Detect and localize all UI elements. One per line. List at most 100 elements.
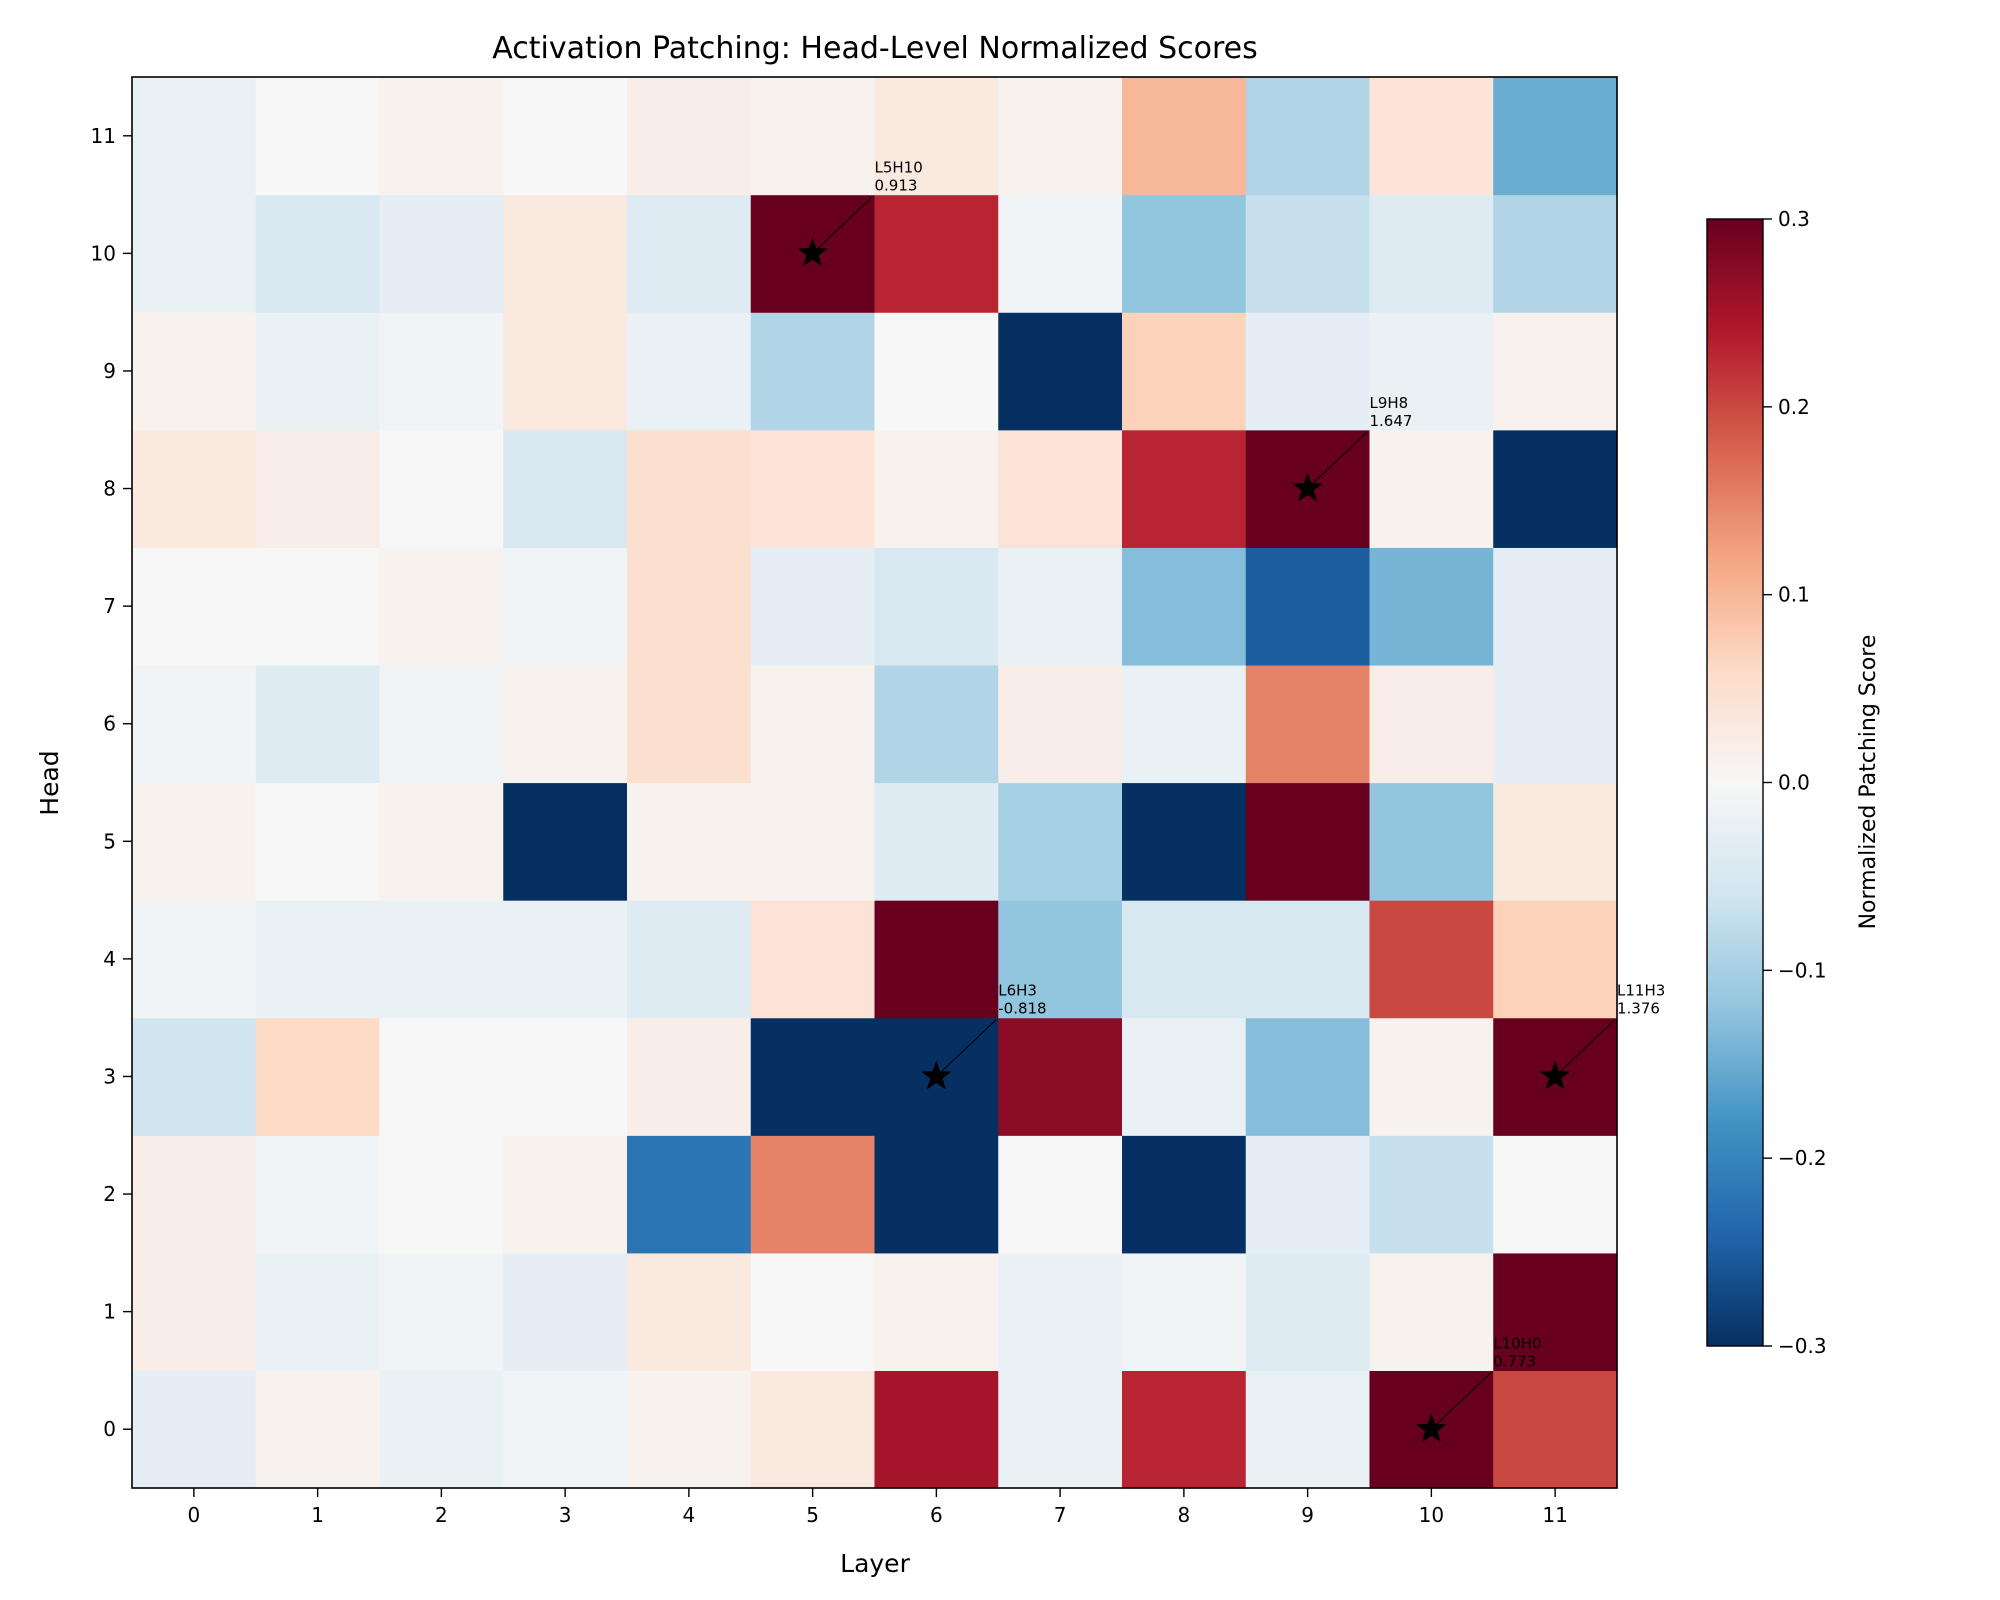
annotation-leader bbox=[1554, 1019, 1616, 1077]
colorbar-gradient bbox=[1706, 218, 1764, 1347]
heatmap-cell bbox=[255, 782, 381, 901]
heatmap-cell bbox=[379, 664, 504, 784]
heatmap-cell bbox=[1122, 900, 1247, 1019]
heatmap-cell bbox=[627, 429, 752, 548]
heatmap-cell bbox=[627, 1252, 752, 1372]
heatmap-cell bbox=[379, 1370, 504, 1489]
heatmap-cell bbox=[1493, 900, 1618, 1019]
heatmap-cell bbox=[1493, 194, 1618, 313]
heatmap-cell bbox=[1122, 77, 1247, 196]
heatmap-cell bbox=[379, 429, 504, 548]
y-tick-label: 4 bbox=[103, 947, 116, 971]
heatmap-cell bbox=[255, 547, 381, 666]
heatmap-cell bbox=[1369, 194, 1494, 313]
heatmap-cell bbox=[1369, 1017, 1494, 1136]
heatmap-cell bbox=[1369, 312, 1494, 431]
heatmap-cell bbox=[998, 429, 1123, 548]
y-tick-label: 1 bbox=[103, 1300, 116, 1324]
plot-frame bbox=[131, 76, 1618, 1489]
x-tick-label: 2 bbox=[435, 1503, 448, 1527]
heatmap-cell bbox=[750, 664, 876, 784]
x-tick-label: 0 bbox=[188, 1503, 201, 1527]
heatmap-cell bbox=[627, 1135, 752, 1254]
heatmap-cell bbox=[255, 664, 381, 784]
star-marker bbox=[921, 1060, 952, 1090]
heatmap-cell bbox=[1493, 1252, 1618, 1372]
heatmap-cell bbox=[255, 312, 381, 431]
heatmap-cell bbox=[1493, 1135, 1618, 1254]
heatmap-cell bbox=[503, 1135, 628, 1254]
x-axis: 0 1 2 3 4 5 6 7 8 9 10 11 bbox=[188, 1488, 1568, 1527]
heatmap-cell bbox=[255, 1252, 381, 1372]
heatmap-cell bbox=[379, 1135, 504, 1254]
heatmap-cell bbox=[132, 194, 257, 313]
heatmap-cell bbox=[627, 900, 752, 1019]
heatmap-cell bbox=[255, 194, 381, 313]
colorbar-tick-label: 0.0 bbox=[1778, 771, 1810, 795]
heatmap-cell bbox=[627, 312, 752, 431]
heatmap-cell bbox=[379, 1017, 504, 1136]
annotation-label: L10H0 0.773 bbox=[1493, 1334, 1541, 1370]
heatmap-cell bbox=[1493, 664, 1618, 784]
heatmap-cell bbox=[132, 429, 257, 548]
heatmap-cell bbox=[379, 782, 504, 901]
colorbar-tick-label: −0.3 bbox=[1778, 1334, 1827, 1358]
heatmap-cell bbox=[1369, 547, 1494, 666]
heatmap-cell bbox=[874, 312, 999, 431]
heatmap-cell bbox=[1493, 429, 1618, 548]
x-tick-label: 6 bbox=[930, 1503, 943, 1527]
heatmap-cell bbox=[255, 1017, 381, 1136]
heatmap-cell bbox=[1122, 664, 1247, 784]
heatmap-cell bbox=[1245, 782, 1371, 901]
heatmap-cell bbox=[750, 1252, 876, 1372]
heatmap-cell bbox=[132, 782, 257, 901]
heatmap-cell bbox=[132, 547, 257, 666]
y-axis-title: Head bbox=[35, 750, 64, 815]
x-tick-label: 7 bbox=[1054, 1503, 1067, 1527]
heatmap-cell bbox=[750, 1135, 876, 1254]
heatmap-cell bbox=[503, 900, 628, 1019]
x-tick-label: 4 bbox=[683, 1503, 696, 1527]
colorbar-tick-label: −0.2 bbox=[1778, 1146, 1827, 1170]
heatmap-cell bbox=[503, 1370, 628, 1489]
colorbar-tick-label: −0.1 bbox=[1778, 958, 1827, 982]
heatmap-cell bbox=[1122, 1370, 1247, 1489]
heatmap-cell bbox=[503, 194, 628, 313]
y-tick-label: 6 bbox=[103, 712, 116, 736]
y-tick-label: 10 bbox=[91, 241, 116, 265]
heatmap-cell bbox=[1122, 1017, 1247, 1136]
heatmap-cell bbox=[1245, 664, 1371, 784]
x-tick-label: 3 bbox=[559, 1503, 572, 1527]
heatmap-cell bbox=[1245, 1370, 1371, 1489]
heatmap-cell bbox=[503, 782, 628, 901]
heatmap-cell bbox=[627, 1017, 752, 1136]
annotation-leader bbox=[1307, 431, 1368, 489]
y-tick-label: 7 bbox=[103, 594, 116, 618]
heatmap-cell bbox=[998, 312, 1123, 431]
heatmap-cell bbox=[1493, 547, 1618, 666]
heatmap-cell bbox=[1122, 194, 1247, 313]
heatmap-cell bbox=[503, 1017, 628, 1136]
annotation-label: L5H10 0.913 bbox=[875, 159, 923, 195]
annotation-label: L6H3 -0.818 bbox=[998, 982, 1046, 1018]
heatmap-cell bbox=[750, 1017, 876, 1136]
y-axis: 0 1 2 3 4 5 6 7 8 9 10 11 bbox=[91, 124, 132, 1441]
heatmap-cell bbox=[1122, 312, 1247, 431]
heatmap-cell bbox=[1369, 1135, 1494, 1254]
heatmap-cell bbox=[998, 77, 1123, 196]
heatmap-cell bbox=[998, 547, 1123, 666]
heatmap-cell bbox=[874, 1135, 999, 1254]
heatmap-cell bbox=[1122, 547, 1247, 666]
heatmap-cell bbox=[255, 1370, 381, 1489]
heatmap-cell bbox=[998, 1135, 1123, 1254]
heatmap-cell bbox=[1245, 1252, 1371, 1372]
heatmap-cell bbox=[379, 77, 504, 196]
heatmap-cell bbox=[255, 1135, 381, 1254]
heatmap-cell bbox=[627, 1370, 752, 1489]
star-marker bbox=[797, 237, 828, 267]
heatmap-cell bbox=[874, 900, 999, 1019]
heatmap-cell bbox=[132, 900, 257, 1019]
heatmap-cell bbox=[874, 547, 999, 666]
heatmap-cell bbox=[1493, 77, 1618, 196]
